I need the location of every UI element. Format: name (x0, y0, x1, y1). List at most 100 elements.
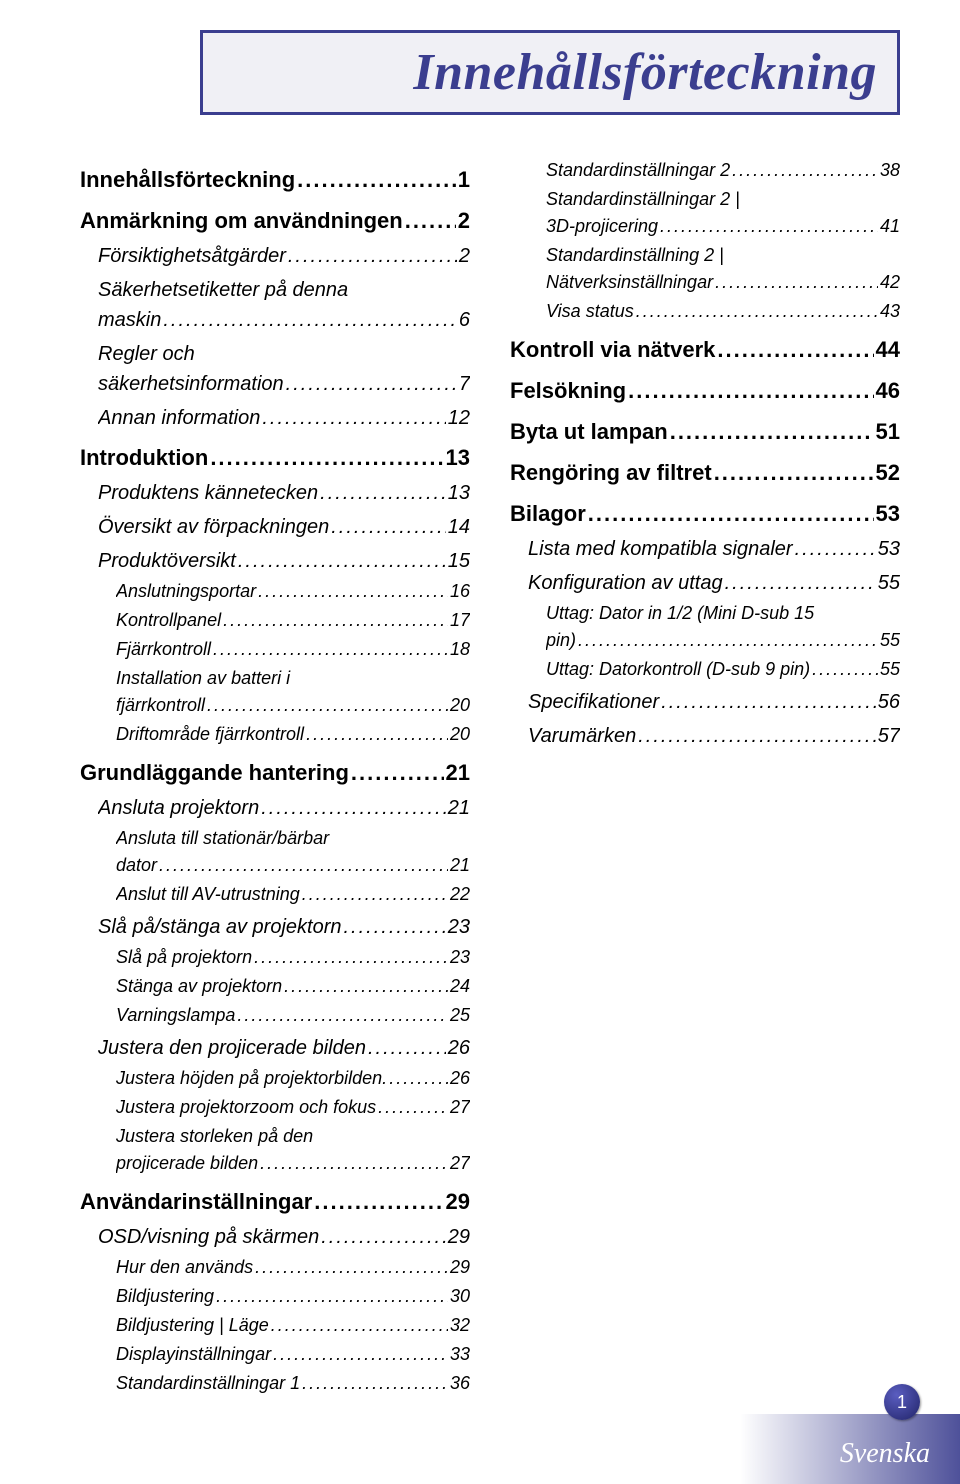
toc-entry: Varumärken..............................… (528, 721, 900, 751)
toc-entry: Ansluta projektorn......................… (98, 793, 470, 823)
toc-entry: Anslutningsportar.......................… (116, 578, 470, 605)
toc-page: 56 (878, 687, 900, 717)
toc-page: 20 (450, 692, 470, 719)
toc-leader: ........................................… (302, 881, 448, 908)
toc-entry: Standardinställning 2 | (546, 242, 900, 269)
toc-page: 42 (880, 269, 900, 296)
title-box: Innehållsförteckning (200, 30, 900, 115)
toc-page: 30 (450, 1283, 470, 1310)
toc-entry: Slå på projektorn.......................… (116, 944, 470, 971)
toc-entry: Annan information.......................… (98, 403, 470, 433)
toc-label: Hur den används (116, 1254, 253, 1281)
toc-page: 27 (450, 1150, 470, 1177)
toc-label: Kontrollpanel (116, 607, 221, 634)
toc-entry: Produktens kännetecken..................… (98, 478, 470, 508)
toc-page: 18 (450, 636, 470, 663)
toc-entry: Nätverksinställningar...................… (546, 269, 900, 296)
toc-entry: Specifikationer.........................… (528, 687, 900, 717)
toc-label: Justera storleken på den (116, 1123, 313, 1150)
toc-label: Specifikationer (528, 687, 659, 717)
toc-page: 21 (448, 793, 470, 823)
toc-leader: ........................................… (306, 721, 448, 748)
toc-leader: ........................................… (628, 374, 873, 407)
toc-entry: Ansluta till stationär/bärbar (116, 825, 470, 852)
toc-page: 29 (446, 1185, 470, 1218)
toc-leader: ........................................… (795, 534, 876, 564)
toc-leader: ........................................… (297, 163, 456, 196)
toc-page: 13 (448, 478, 470, 508)
toc-label: Standardinställningar 1 (116, 1370, 300, 1397)
toc-entry: Kontroll via nätverk....................… (510, 333, 900, 366)
toc-leader: ........................................… (661, 687, 876, 717)
document-page: Innehållsförteckning Innehållsförtecknin… (0, 30, 960, 1484)
toc-label: Driftområde fjärrkontroll (116, 721, 304, 748)
toc-leader: ........................................… (223, 607, 448, 634)
toc-page: 17 (450, 607, 470, 634)
toc-leader: ........................................… (405, 204, 456, 237)
toc-entry: Försiktighetsåtgärder...................… (98, 241, 470, 271)
toc-leader: ........................................… (732, 157, 878, 184)
toc-label: Displayinställningar (116, 1341, 271, 1368)
toc-entry: Introduktion............................… (80, 441, 470, 474)
toc-entry: Justera storleken på den (116, 1123, 470, 1150)
toc-label: OSD/visning på skärmen (98, 1222, 319, 1252)
toc-label: Produktöversikt (98, 546, 236, 576)
toc-label: dator (116, 852, 157, 879)
toc-entry: Justera projektorzoom och fokus.........… (116, 1094, 470, 1121)
toc-page: 20 (450, 721, 470, 748)
toc-label: pin) (546, 627, 576, 654)
toc-label: Justera projektorzoom och fokus (116, 1094, 376, 1121)
toc-column-right: Standardinställningar 2.................… (510, 155, 900, 1397)
toc-entry: Standardinställningar 1.................… (116, 1370, 470, 1397)
toc-page: 15 (448, 546, 470, 576)
toc-page: 7 (459, 369, 470, 399)
toc-entry: Lista med kompatibla signaler...........… (528, 534, 900, 564)
toc-column-left: Innehållsförteckning....................… (80, 155, 470, 1397)
toc-label: Byta ut lampan (510, 415, 668, 448)
toc-label: Uttag: Datorkontroll (D-sub 9 pin) (546, 656, 810, 683)
toc-label: Uttag: Dator in 1/2 (Mini D-sub 15 (546, 600, 814, 627)
toc-label: Varumärken (528, 721, 636, 751)
toc-leader: ........................................… (262, 403, 445, 433)
toc-label: Anmärkning om användningen (80, 204, 403, 237)
toc-entry: Konfiguration av uttag..................… (528, 568, 900, 598)
toc-label: Bilagor (510, 497, 586, 530)
toc-page: 1 (458, 163, 470, 196)
toc-label: Grundläggande hantering (80, 756, 349, 789)
toc-entry: Bildjustering | Läge....................… (116, 1312, 470, 1339)
toc-page: 52 (876, 456, 900, 489)
toc-entry: Fjärrkontroll...........................… (116, 636, 470, 663)
toc-label: Försiktighetsåtgärder (98, 241, 286, 271)
toc-entry: Justera höjden på projektorbilden.......… (116, 1065, 470, 1092)
toc-page: 53 (878, 534, 900, 564)
toc-page: 55 (880, 656, 900, 683)
toc-leader: ........................................… (351, 756, 444, 789)
toc-leader: ........................................… (717, 333, 873, 366)
toc-label: Anslutningsportar (116, 578, 256, 605)
toc-entry: Standardinställningar 2 | (546, 186, 900, 213)
toc-leader: ........................................… (715, 269, 878, 296)
toc-entry: Slå på/stänga av projektorn.............… (98, 912, 470, 942)
toc-entry: Grundläggande hantering.................… (80, 756, 470, 789)
toc-entry: Rengöring av filtret....................… (510, 456, 900, 489)
toc-leader: ........................................… (255, 1254, 448, 1281)
toc-label: Innehållsförteckning (80, 163, 295, 196)
toc-leader: ........................................… (258, 578, 448, 605)
toc-page: 27 (450, 1094, 470, 1121)
toc-leader: ........................................… (368, 1033, 446, 1063)
page-number: 1 (897, 1392, 907, 1413)
toc-entry: Innehållsförteckning....................… (80, 163, 470, 196)
toc-entry: OSD/visning på skärmen..................… (98, 1222, 470, 1252)
toc-leader: ........................................… (638, 721, 876, 751)
toc-page: 53 (876, 497, 900, 530)
toc-leader: ........................................… (288, 241, 457, 271)
toc-entry: Uttag: Dator in 1/2 (Mini D-sub 15 (546, 600, 900, 627)
toc-page: 2 (458, 204, 470, 237)
toc-label: Säkerhetsetiketter på denna (98, 275, 348, 305)
toc-label: Introduktion (80, 441, 208, 474)
toc-label: Felsökning (510, 374, 626, 407)
toc-entry: Visa status.............................… (546, 298, 900, 325)
toc-page: 2 (459, 241, 470, 271)
page-footer: 1 Svenska (740, 1374, 960, 1484)
toc-leader: ........................................… (378, 1094, 448, 1121)
